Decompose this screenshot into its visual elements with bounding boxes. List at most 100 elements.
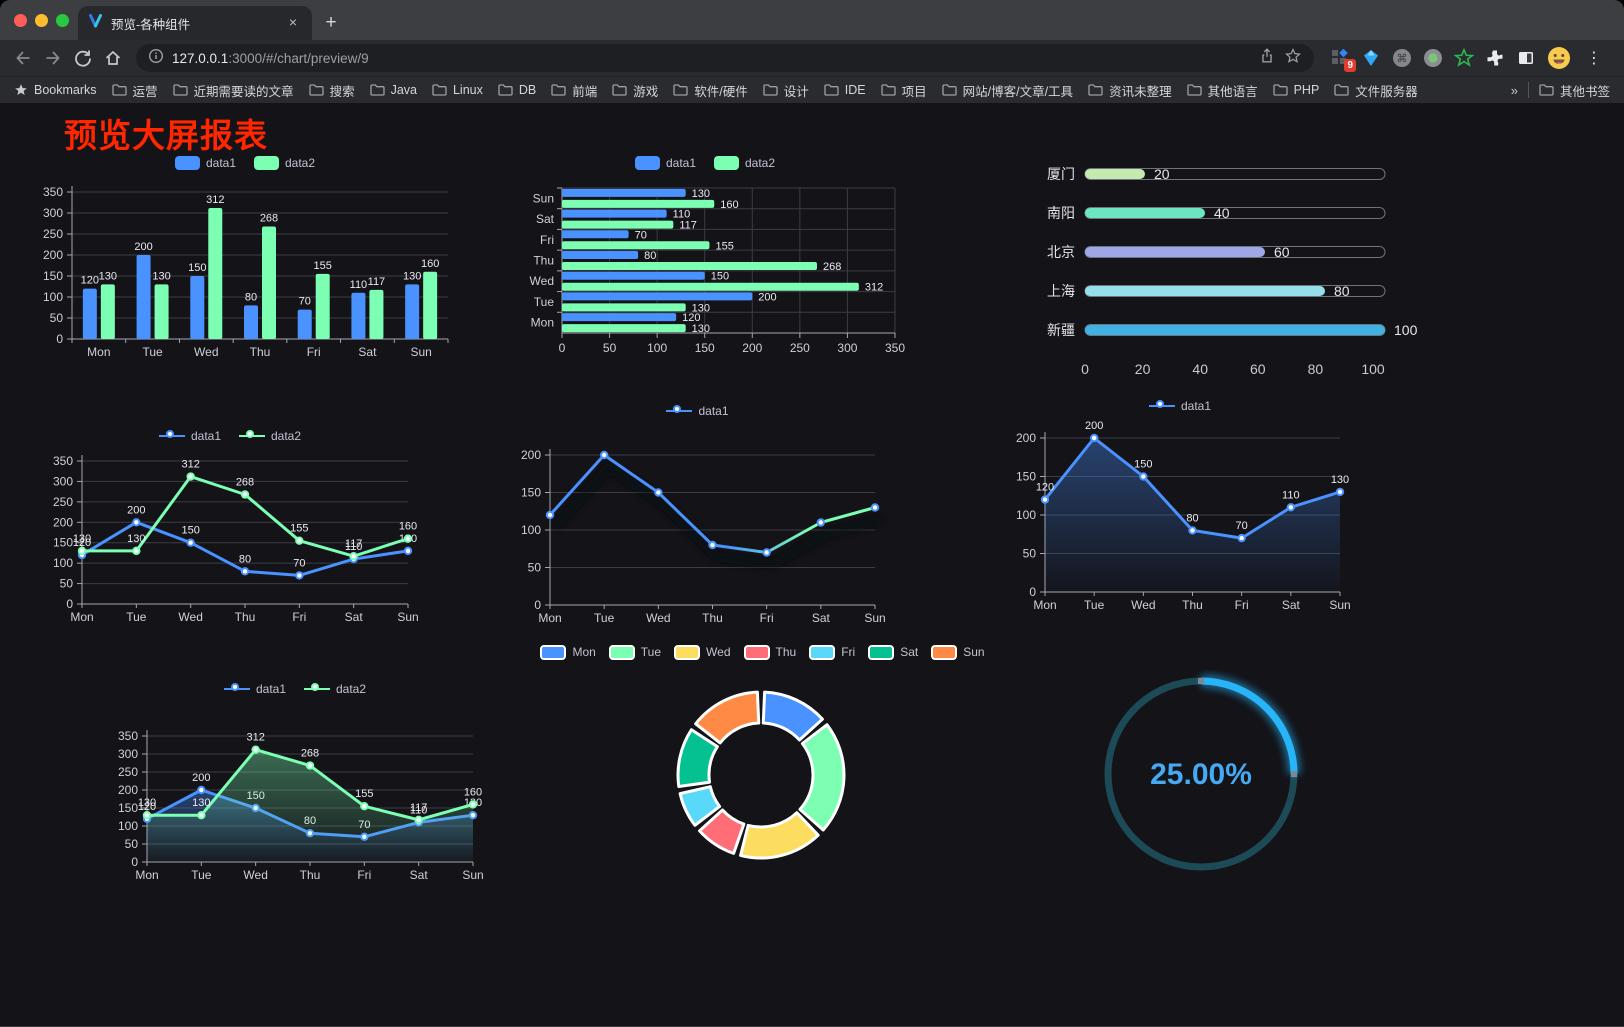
bookmark-item[interactable]: 其他语言	[1186, 81, 1258, 100]
pie-slice-Mon[interactable]	[761, 690, 824, 742]
browser-menu-button[interactable]: ⋮	[1586, 50, 1602, 67]
progress-bar-chart[interactable]: 厦门 20 南阳 40 北京 60 上海 80 新疆 100 0 20 40 60 80 100	[995, 152, 1425, 397]
grouped-bar-chart-canvas[interactable]: 0 50 100 150 200 250 300 350 Mon Tue Wed Thu Fri Sat S…	[35, 174, 455, 367]
bookmark-star-button[interactable]	[1284, 47, 1302, 70]
back-button[interactable]	[8, 43, 38, 73]
svg-text:110: 110	[350, 279, 368, 291]
multi-line-chart[interactable]: data1 data2 0 50 100 150 200 250 300 350 Mon Tue Wed…	[40, 425, 420, 640]
horizontal-bar-chart-canvas[interactable]: 0 50 100 150 200 250 300 350 Sun Sat Fri Thu Wed Tue M…	[505, 174, 905, 367]
close-window-button[interactable]	[14, 14, 27, 27]
star-icon	[1285, 47, 1301, 63]
gradient-line-chart-canvas[interactable]: 0 50 100 150 200 Mon Tue Wed Thu Fri Sat Sun	[505, 422, 890, 625]
area-line-chart-canvas[interactable]: 0 50 100 150 200 Mon Tue Wed Thu Fri Sat Sun 120 200 1…	[1000, 417, 1360, 612]
command-extension-button[interactable]: ⌘	[1392, 48, 1412, 68]
svg-text:Fri: Fri	[357, 868, 371, 882]
pie-slice-Tue[interactable]	[798, 723, 846, 832]
gauge-chart[interactable]: 25.00%	[1095, 670, 1307, 882]
bookmark-item[interactable]: 软件/硬件	[673, 81, 748, 100]
bookmark-item[interactable]: 运营	[111, 81, 158, 100]
pie-slice-Fri[interactable]	[678, 785, 722, 827]
legend-dot-icon	[165, 429, 174, 438]
bookmark-item[interactable]: 游戏	[612, 81, 658, 100]
bookmark-item[interactable]: Java	[369, 81, 417, 100]
legend-item-Sun[interactable]: Sun	[931, 644, 985, 660]
site-info-icon[interactable]	[148, 48, 164, 69]
legend-item-data2[interactable]: data2	[239, 429, 301, 443]
pie-slice-Sat[interactable]	[676, 728, 719, 789]
pie-slice-Wed[interactable]	[739, 811, 820, 860]
svg-text:厦门: 厦门	[1047, 166, 1075, 182]
legend-item-data1[interactable]: data1	[666, 404, 729, 418]
bookmark-item[interactable]: 项目	[880, 81, 927, 100]
profile-avatar[interactable]	[1547, 46, 1571, 70]
double-area-chart[interactable]: data1 data2 0 50 100 150 200 250 300 350 Mon Tue Wed…	[105, 678, 485, 898]
svg-text:100: 100	[521, 523, 541, 537]
bookmark-item[interactable]: 文件服务器	[1334, 81, 1418, 100]
bookmark-item[interactable]: 资讯未整理	[1088, 81, 1172, 100]
legend-label: Sat	[900, 645, 919, 659]
browser-tab[interactable]: 预览-各种组件 ×	[78, 6, 312, 40]
donut-chart[interactable]: Mon Tue Wed Thu Fri Sat Sun	[540, 640, 985, 885]
bookmark-item[interactable]: 网站/博客/文章/工具	[941, 81, 1073, 100]
svg-text:120: 120	[138, 801, 156, 813]
gem-extension-button[interactable]	[1361, 48, 1381, 68]
progress-bar-chart-canvas[interactable]: 厦门 20 南阳 40 北京 60 上海 80 新疆 100 0 20 40 60 80 100	[995, 152, 1425, 397]
donut-chart-canvas[interactable]	[575, 664, 950, 885]
home-button[interactable]	[98, 43, 128, 73]
forward-button[interactable]	[38, 43, 68, 73]
legend-item-Tue[interactable]: Tue	[608, 644, 661, 660]
other-bookmarks-folder[interactable]: 其他书签	[1539, 81, 1610, 100]
close-tab-icon[interactable]: ×	[288, 14, 298, 30]
double-area-chart-canvas[interactable]: 0 50 100 150 200 250 300 350 Mon Tue Wed Thu Fri Sat S…	[105, 700, 485, 898]
horizontal-bar-chart[interactable]: data1 data2 0 50 100 150 200 250 300 350 Sun Sat Fri…	[505, 152, 905, 367]
bookmark-item[interactable]: 近期需要读的文章	[172, 81, 294, 100]
green-star-extension-button[interactable]	[1454, 48, 1474, 68]
share-button[interactable]	[1258, 47, 1276, 70]
analytics-extension-button[interactable]: 9	[1330, 48, 1356, 72]
bookmark-item[interactable]: 前端	[551, 81, 597, 100]
legend-item-data2[interactable]: data2	[304, 682, 366, 696]
bookmark-item[interactable]: Linux	[432, 81, 483, 100]
legend-item-data1[interactable]: data1	[223, 682, 286, 696]
legend-item-data1[interactable]: data1	[174, 156, 236, 170]
legend-item-Fri[interactable]: Fri	[809, 644, 855, 660]
legend-item-Wed[interactable]: Wed	[674, 644, 731, 660]
maximize-window-button[interactable]	[56, 14, 69, 27]
pie-slice-Thu[interactable]	[698, 808, 746, 855]
legend-item-data1[interactable]: data1	[634, 156, 696, 170]
area-line-chart[interactable]: data1 0 50 100 150 200 Mon Tue Wed Thu Fri Sat Sun 12…	[1000, 395, 1360, 612]
svg-text:80: 80	[239, 553, 251, 565]
legend-item-Sat[interactable]: Sat	[868, 644, 919, 660]
bookmark-item[interactable]: DB	[498, 81, 536, 100]
legend-item-Thu[interactable]: Thu	[743, 644, 796, 660]
legend-item-data1[interactable]: data1	[1148, 399, 1211, 413]
url-bar[interactable]: 127.0.0.1:3000/#/chart/preview/9	[136, 44, 1314, 72]
gradient-line-chart[interactable]: data1 0 50 100 150 200 Mon Tue Wed Thu Fri Sat Sun	[505, 400, 890, 625]
new-tab-button[interactable]: +	[325, 12, 337, 33]
svg-text:Sat: Sat	[536, 212, 555, 226]
url-text[interactable]: 127.0.0.1:3000/#/chart/preview/9	[172, 51, 1250, 66]
grouped-bar-chart[interactable]: data1 data2 0 50 100 150 200 250 300 350 Mon Tue Wed…	[35, 152, 455, 367]
gauge-chart-canvas[interactable]: 25.00%	[1095, 670, 1307, 882]
pie-slice-Sun[interactable]	[694, 690, 761, 745]
legend-item-data1[interactable]: data1	[158, 429, 221, 443]
minimize-window-button[interactable]	[35, 14, 48, 27]
svg-text:200: 200	[134, 241, 152, 253]
record-extension-button[interactable]	[1423, 48, 1443, 68]
legend-item-Mon[interactable]: Mon	[540, 644, 596, 660]
puzzle-extensions-button[interactable]	[1485, 48, 1505, 68]
bookmark-item[interactable]: 设计	[763, 81, 809, 100]
svg-text:312: 312	[246, 732, 264, 744]
reload-button[interactable]	[68, 43, 98, 73]
bookmark-item[interactable]: 搜索	[308, 81, 355, 100]
legend-item-data2[interactable]: data2	[254, 156, 315, 170]
bookmark-item[interactable]: PHP	[1272, 81, 1319, 100]
bookmarks-overflow-button[interactable]: »	[1510, 82, 1518, 98]
bookmark-item[interactable]: IDE	[824, 81, 866, 100]
svg-text:155: 155	[715, 240, 733, 252]
multi-line-chart-canvas[interactable]: 0 50 100 150 200 250 300 350 Mon Tue Wed Thu Fri Sat S…	[40, 447, 420, 640]
legend-item-data2[interactable]: data2	[714, 156, 775, 170]
bookmarks-manager-item[interactable]: Bookmarks	[14, 83, 97, 97]
sidebar-extension-button[interactable]	[1516, 48, 1536, 68]
